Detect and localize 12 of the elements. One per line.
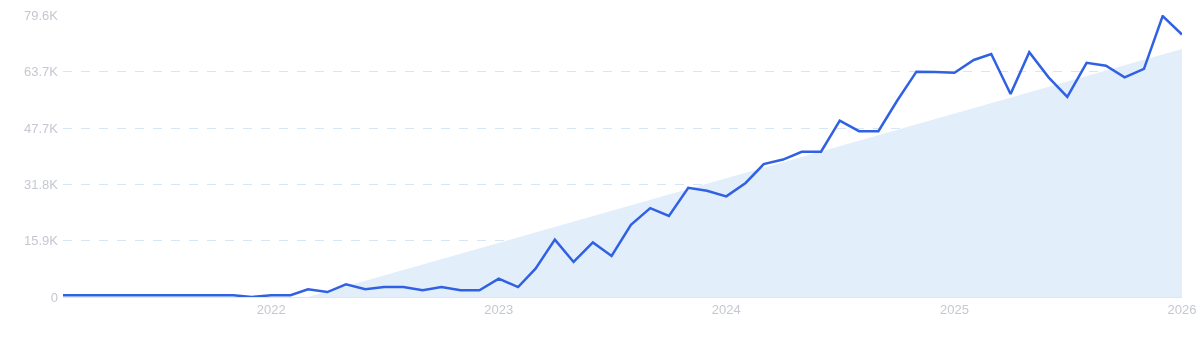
y-tick-label: 31.8K <box>24 176 59 192</box>
y-tick-label: 15.9K <box>24 233 59 249</box>
x-tick-label: 2026 <box>1167 301 1197 317</box>
y-tick-label: 63.7K <box>24 63 59 79</box>
y-tick-label: 47.7K <box>24 120 59 136</box>
x-tick-label: 2022 <box>256 301 286 317</box>
x-tick-label: 2024 <box>711 301 741 317</box>
y-tick-label: 79.6K <box>24 7 59 23</box>
x-tick-label: 2025 <box>940 301 969 317</box>
y-tick-label: 0 <box>50 289 58 305</box>
x-tick-label: 2023 <box>484 301 514 317</box>
line-series <box>63 15 1182 297</box>
